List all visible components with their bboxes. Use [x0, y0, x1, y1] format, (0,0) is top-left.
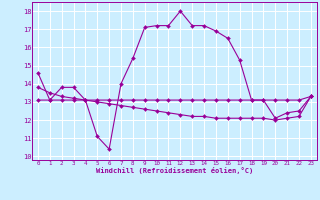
X-axis label: Windchill (Refroidissement éolien,°C): Windchill (Refroidissement éolien,°C) — [96, 167, 253, 174]
